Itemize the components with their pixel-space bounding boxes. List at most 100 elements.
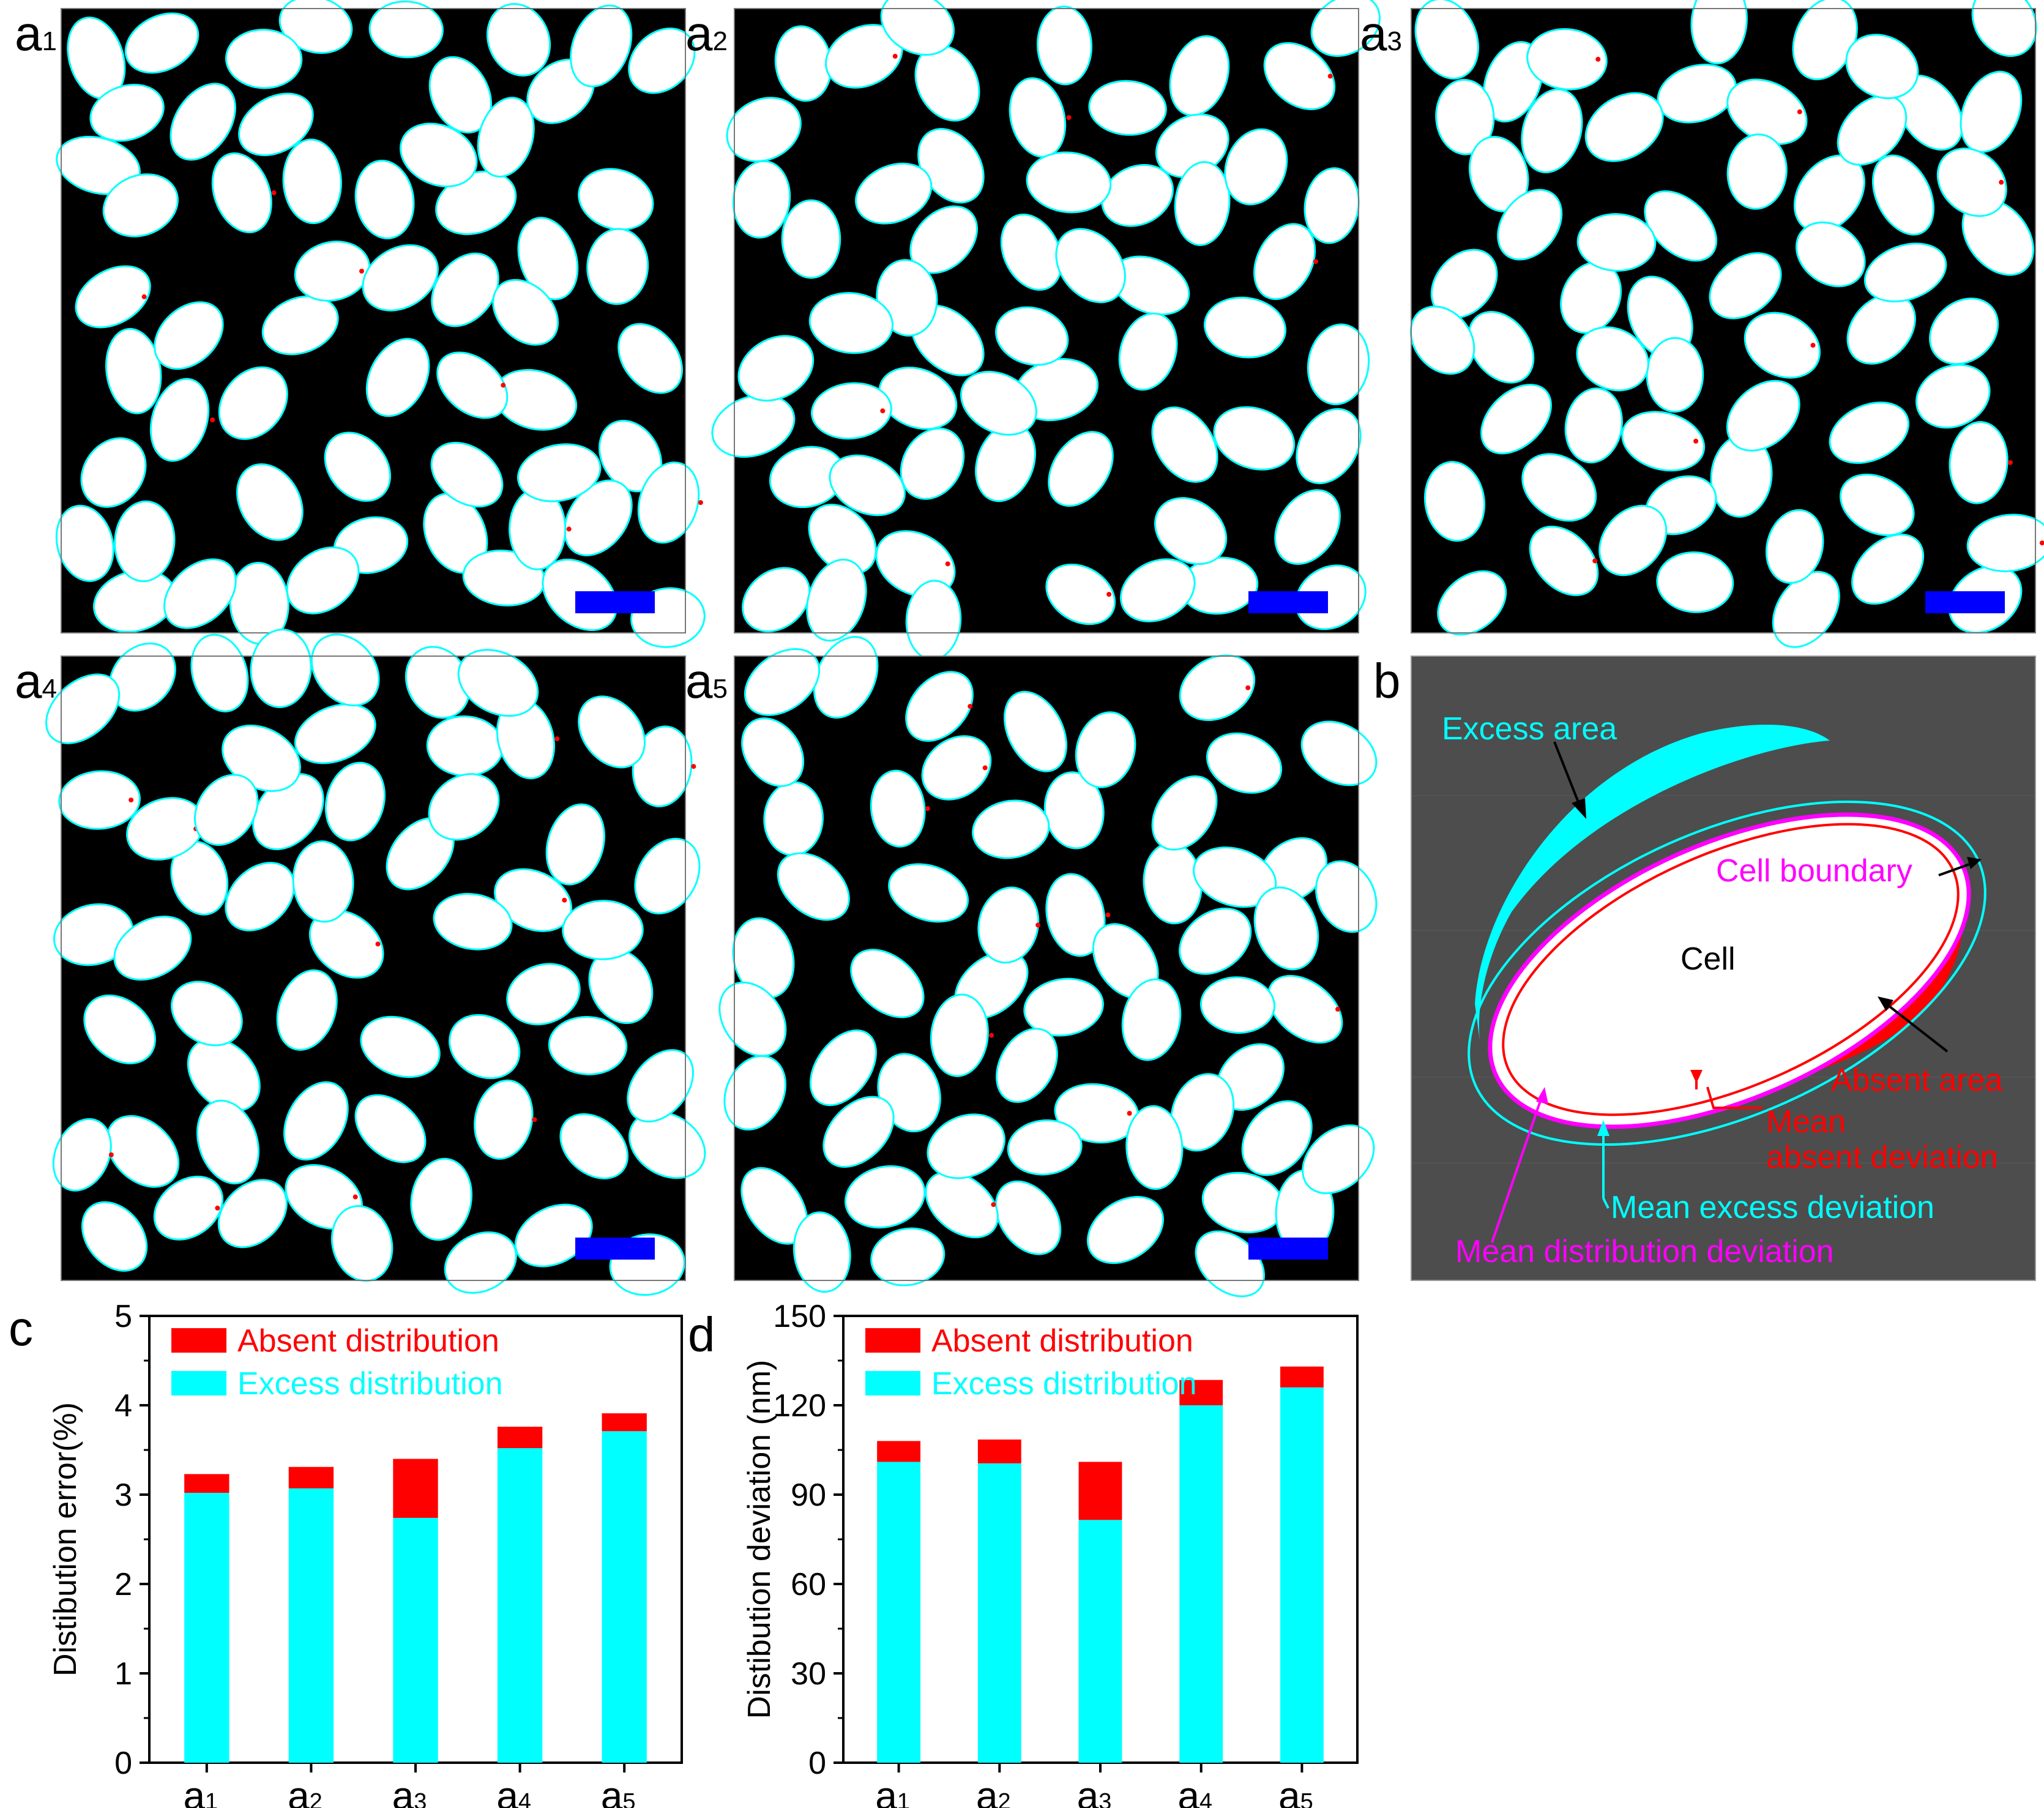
absent-mark xyxy=(566,526,572,532)
cell xyxy=(744,569,809,631)
cell xyxy=(1057,230,1124,302)
cell xyxy=(1094,925,1157,998)
absent-mark xyxy=(271,190,277,195)
y-tick-label: 2 xyxy=(114,1567,132,1602)
cell xyxy=(387,818,453,889)
y-tick-label: 4 xyxy=(114,1388,132,1424)
bar-absent-a4 xyxy=(1179,1380,1223,1405)
cell xyxy=(1961,72,2021,151)
cell xyxy=(1005,692,1066,771)
y-tick-label: 30 xyxy=(791,1656,826,1692)
bar-absent-a1 xyxy=(877,1441,920,1462)
cell xyxy=(115,917,190,979)
cell xyxy=(619,324,682,392)
cell xyxy=(370,2,442,57)
cell xyxy=(326,763,384,840)
cell xyxy=(1090,81,1165,134)
cell xyxy=(713,395,794,456)
cell xyxy=(219,1181,286,1247)
cell xyxy=(1728,135,1786,208)
cell xyxy=(1316,862,1376,932)
cell xyxy=(195,775,257,844)
x-tick-label: a2 xyxy=(288,1774,323,1808)
cell xyxy=(1226,130,1286,204)
cell xyxy=(720,983,785,1055)
cell xyxy=(907,581,960,659)
cell xyxy=(1113,257,1188,314)
cell xyxy=(1898,76,1962,149)
absent-mark xyxy=(945,561,950,567)
cell xyxy=(1647,338,1703,411)
cell xyxy=(192,635,247,711)
absent-mark xyxy=(108,1152,114,1157)
segmentation-cells xyxy=(55,0,706,648)
absent-mark xyxy=(698,500,703,506)
y-tick-label: 150 xyxy=(773,1299,826,1334)
cell xyxy=(367,340,428,416)
cell xyxy=(83,1203,146,1270)
absent-mark xyxy=(1327,73,1333,79)
cell xyxy=(60,772,139,828)
x-tick-label: a4 xyxy=(1177,1774,1212,1808)
legend-swatch xyxy=(171,1371,226,1395)
legend-label: Excess distribution xyxy=(237,1366,503,1402)
cell xyxy=(1562,263,1621,332)
cell xyxy=(430,58,491,132)
cell xyxy=(1302,722,1376,785)
bar-excess-a5 xyxy=(602,1431,647,1763)
cell xyxy=(364,246,437,310)
cell xyxy=(220,368,286,438)
cell xyxy=(811,1031,876,1105)
cell xyxy=(82,439,145,506)
y-tick-label: 60 xyxy=(791,1567,826,1602)
cell xyxy=(356,1096,425,1162)
absent-mark xyxy=(1595,56,1601,62)
cell xyxy=(1774,572,1838,646)
absent-mark xyxy=(925,806,930,812)
cell xyxy=(1523,90,1581,172)
absent-mark xyxy=(1313,259,1318,264)
cell xyxy=(1469,312,1533,382)
cell xyxy=(510,490,565,569)
bar-absent-a3 xyxy=(393,1459,438,1518)
cell xyxy=(996,1182,1060,1253)
cell xyxy=(128,799,203,859)
cell xyxy=(742,1168,807,1243)
cell xyxy=(846,1167,924,1227)
cell xyxy=(639,463,698,542)
bar-excess-a2 xyxy=(288,1488,334,1763)
cell xyxy=(1047,565,1114,624)
cell xyxy=(1153,408,1217,481)
cell xyxy=(252,630,310,706)
cell xyxy=(1411,307,1474,373)
panel-a5 xyxy=(718,636,1378,1298)
cell xyxy=(880,368,956,428)
chart-c: 0 1 2 3 4 5 Distibution error(%) a1 a2 a3 a4 a5 Abse… xyxy=(48,1299,683,1808)
cell xyxy=(1076,713,1135,786)
cell xyxy=(1121,560,1194,621)
cell xyxy=(745,649,819,714)
cell xyxy=(213,154,270,232)
absent-mark xyxy=(1066,115,1072,120)
cell xyxy=(916,47,979,120)
cell xyxy=(237,465,302,539)
label-mean-absent-line2: absent deviation xyxy=(1766,1140,1998,1175)
cell xyxy=(1215,408,1294,469)
cell xyxy=(1950,423,2007,502)
cell xyxy=(1692,0,1746,63)
cell xyxy=(1432,250,1496,317)
cell xyxy=(1181,656,1254,720)
cell xyxy=(1528,29,1606,89)
cell xyxy=(223,726,299,790)
cell xyxy=(1931,299,1997,364)
cell xyxy=(1917,365,1989,427)
cell xyxy=(1797,223,1864,286)
cell xyxy=(765,783,822,854)
cell xyxy=(1623,413,1704,470)
cell xyxy=(1120,314,1176,389)
cell xyxy=(1308,325,1368,404)
cell xyxy=(783,201,840,277)
absent-mark xyxy=(554,736,560,742)
cell xyxy=(1196,1232,1264,1296)
cell xyxy=(1207,734,1281,792)
